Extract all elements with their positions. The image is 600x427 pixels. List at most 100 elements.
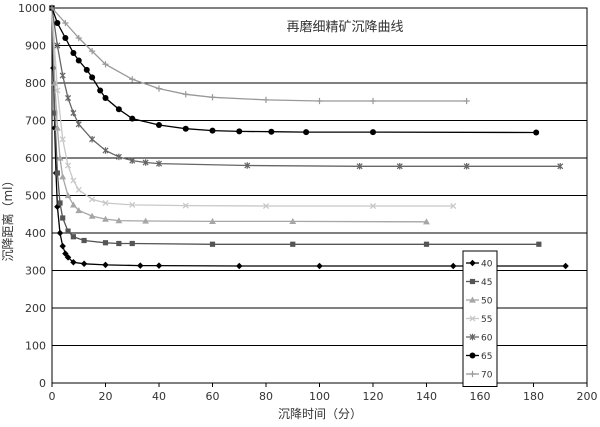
legend-marker: [469, 352, 476, 359]
legend-item: 40: [466, 260, 493, 270]
data-point: [80, 260, 88, 267]
y-tick-label: 800: [25, 77, 46, 90]
data-point: [70, 109, 77, 117]
data-point: [369, 202, 377, 210]
data-point: [83, 66, 90, 73]
data-point: [142, 159, 149, 166]
data-point: [64, 162, 72, 169]
data-point: [65, 228, 71, 234]
x-tick-label: 200: [577, 390, 598, 403]
data-point: [209, 127, 216, 134]
data-point: [75, 121, 82, 128]
data-point: [88, 212, 96, 219]
data-point: [54, 20, 61, 26]
data-point: [129, 240, 135, 247]
data-point: [236, 262, 243, 270]
legend-item: 60: [466, 334, 493, 344]
data-point: [155, 160, 163, 167]
data-point: [533, 129, 540, 136]
data-point: [137, 262, 144, 269]
data-point: [75, 57, 82, 64]
legend-item: 50: [466, 297, 493, 307]
data-point: [562, 262, 569, 270]
x-tick-label: 20: [99, 390, 113, 403]
series-60: [48, 4, 564, 170]
y-tick-label: 200: [25, 302, 46, 315]
data-point: [182, 202, 189, 209]
data-point: [53, 124, 61, 131]
data-point: [423, 218, 430, 225]
data-point: [54, 203, 61, 210]
data-point: [102, 147, 109, 154]
data-point: [209, 217, 216, 224]
data-point: [356, 163, 363, 170]
legend-marker: [469, 259, 476, 267]
x-axis-title: 沉降时间（分）: [278, 407, 362, 421]
legend-item: 45: [466, 278, 492, 288]
data-point: [70, 259, 77, 266]
series-line: [51, 7, 539, 245]
data-point: [209, 241, 216, 247]
series-50: [48, 4, 430, 225]
data-point: [56, 229, 64, 237]
data-point: [75, 34, 82, 42]
data-point: [450, 262, 457, 270]
series-40: [48, 4, 569, 270]
series-layer: [48, 4, 569, 270]
legend-label: 65: [481, 352, 492, 362]
data-point: [557, 163, 564, 170]
data-point: [54, 42, 61, 49]
data-point: [463, 97, 470, 105]
data-point: [75, 207, 83, 214]
legend-label: 70: [481, 371, 493, 381]
data-point: [89, 74, 96, 81]
data-point: [89, 136, 96, 143]
data-point: [54, 87, 61, 94]
data-point: [102, 240, 109, 246]
data-point: [70, 177, 77, 184]
data-point: [59, 136, 66, 143]
y-tick-label: 500: [25, 190, 46, 203]
data-point: [463, 163, 470, 170]
data-point: [236, 128, 243, 135]
legend-item: 55: [466, 315, 492, 325]
legend-marker: [469, 296, 476, 303]
data-point: [56, 154, 64, 161]
data-point: [70, 234, 76, 240]
data-point: [102, 61, 109, 68]
data-point: [262, 202, 270, 210]
data-point: [102, 199, 109, 207]
data-point: [129, 201, 136, 208]
legend-item: 65: [466, 352, 492, 362]
data-point: [129, 157, 136, 164]
chart-title: 再磨细精矿沉降曲线: [286, 20, 403, 35]
data-point: [369, 97, 377, 105]
data-point: [396, 163, 403, 170]
x-tick-label: 60: [206, 390, 220, 403]
y-tick-label: 100: [25, 340, 46, 353]
data-point: [156, 122, 162, 128]
data-point: [316, 262, 323, 270]
grid: [52, 7, 587, 346]
legend-label: 45: [481, 278, 492, 288]
data-point: [155, 85, 163, 92]
axes: 0 100 200 300 400 500 600 700 800 900 1000 0 20 40 60 8…: [18, 2, 598, 403]
data-point: [51, 124, 58, 132]
data-point: [115, 153, 122, 161]
x-tick-label: 80: [259, 390, 273, 403]
legend-item: 70: [466, 371, 493, 381]
legend-label: 55: [481, 315, 492, 325]
y-tick-label: 600: [25, 152, 46, 165]
series-line: [51, 7, 427, 223]
y-tick-label: 400: [25, 227, 46, 240]
x-tick-label: 120: [363, 390, 384, 403]
data-point: [62, 19, 69, 27]
data-point: [209, 94, 216, 101]
legend-marker: [469, 333, 476, 341]
x-tick-label: 0: [49, 390, 56, 403]
data-point: [64, 192, 72, 199]
data-point: [81, 237, 87, 244]
legend-marker: [469, 315, 476, 322]
legend: 40 45 50 55 60 65 70: [462, 250, 498, 387]
